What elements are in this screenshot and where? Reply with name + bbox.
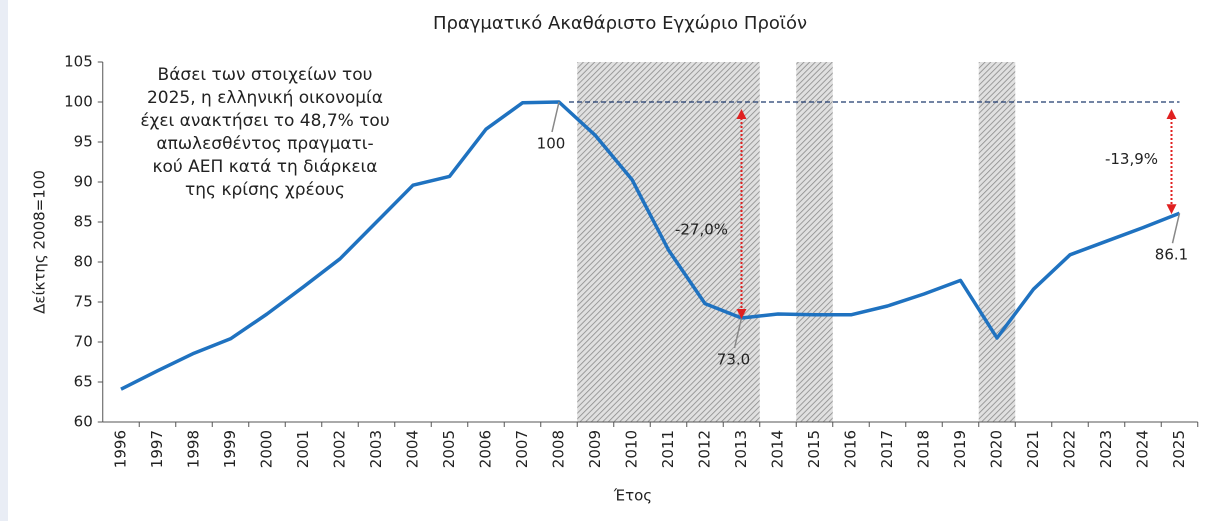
note-line: κού ΑΕΠ κατά τη διάρκεια xyxy=(152,157,377,177)
x-tick-label: 2009 xyxy=(586,430,604,468)
label-leader xyxy=(733,317,743,349)
x-tick-label: 2014 xyxy=(769,430,787,468)
x-tick-label: 2011 xyxy=(659,430,677,468)
y-tick-label: 60 xyxy=(74,413,93,431)
x-tick-label: 2016 xyxy=(842,430,860,468)
label-leader xyxy=(551,101,560,133)
x-tick-label: 2024 xyxy=(1134,430,1152,468)
y-tick-label: 95 xyxy=(74,133,93,151)
x-tick-label: 2001 xyxy=(294,430,312,468)
arrow-label: -13,9% xyxy=(1105,150,1158,168)
x-tick-label: 2023 xyxy=(1097,430,1115,468)
x-tick-label: 2008 xyxy=(550,430,568,468)
x-tick-label: 2007 xyxy=(513,430,531,468)
note-line: απωλεσθέντος πραγματι- xyxy=(156,134,373,154)
shaded-period xyxy=(796,62,833,422)
arrow-label: -27,0% xyxy=(675,221,728,239)
y-tick-label: 105 xyxy=(64,53,93,71)
x-tick-label: 2025 xyxy=(1170,430,1188,468)
data-label: 100 xyxy=(537,135,566,153)
x-tick-label: 2017 xyxy=(878,430,896,468)
shaded-period xyxy=(577,62,760,422)
y-tick-label: 90 xyxy=(74,173,93,191)
y-tick-label: 100 xyxy=(64,93,93,111)
label-leader xyxy=(1171,213,1181,244)
side-strip xyxy=(0,0,8,521)
x-tick-label: 2010 xyxy=(623,430,641,468)
x-tick-label: 2020 xyxy=(988,430,1006,468)
x-tick-label: 2004 xyxy=(404,430,422,468)
chart-title: Πραγματικό Ακαθάριστο Εγχώριο Προϊόν xyxy=(433,13,807,34)
y-tick-label: 70 xyxy=(74,333,93,351)
x-tick-label: 2022 xyxy=(1061,430,1079,468)
x-tick-label: 2000 xyxy=(258,430,276,468)
y-axis-label: Δείκτης 2008=100 xyxy=(31,170,49,314)
data-label: 73.0 xyxy=(717,351,750,369)
x-tick-label: 2005 xyxy=(440,430,458,468)
note-line: της κρίσης χρέους xyxy=(185,180,345,200)
x-tick-label: 2019 xyxy=(951,430,969,468)
x-tick-label: 2013 xyxy=(732,430,750,468)
data-label: 86.1 xyxy=(1155,246,1188,264)
y-tick-label: 75 xyxy=(74,293,93,311)
note-line: έχει ανακτήσει το 48,7% του xyxy=(140,111,389,131)
x-tick-label: 2015 xyxy=(805,430,823,468)
y-tick-label: 65 xyxy=(74,373,93,391)
x-tick-label: 1998 xyxy=(185,430,203,468)
x-tick-label: 1999 xyxy=(221,430,239,468)
y-tick-label: 80 xyxy=(74,253,93,271)
y-tick-label: 85 xyxy=(74,213,93,231)
shaded-period xyxy=(978,62,1016,422)
line-series xyxy=(120,100,1181,391)
x-tick-label: 2002 xyxy=(331,430,349,468)
x-tick-label: 2021 xyxy=(1024,430,1042,468)
note-line: Βάσει των στοιχείων του xyxy=(158,65,373,85)
note-line: 2025, η ελληνική οικονομία xyxy=(147,88,383,108)
x-tick-label: 1996 xyxy=(112,430,130,468)
x-tick-label: 2012 xyxy=(696,430,714,468)
x-tick-label: 2006 xyxy=(477,430,495,468)
x-tick-label: 2018 xyxy=(915,430,933,468)
x-tick-label: 1997 xyxy=(148,430,166,468)
x-tick-label: 2003 xyxy=(367,430,385,468)
x-axis-label: Έτος xyxy=(613,487,652,505)
